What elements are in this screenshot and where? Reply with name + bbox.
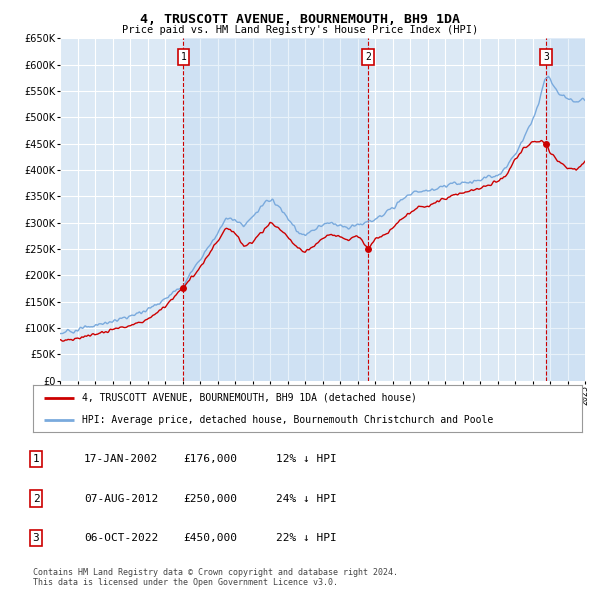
Text: 22% ↓ HPI: 22% ↓ HPI: [276, 533, 337, 543]
Text: 2: 2: [32, 494, 40, 503]
Text: £176,000: £176,000: [183, 454, 237, 464]
Text: 1: 1: [32, 454, 40, 464]
Text: 2: 2: [365, 52, 371, 62]
Text: 12% ↓ HPI: 12% ↓ HPI: [276, 454, 337, 464]
Bar: [184, 38, 368, 381]
Text: 3: 3: [32, 533, 40, 543]
Text: Contains HM Land Registry data © Crown copyright and database right 2024.
This d: Contains HM Land Registry data © Crown c…: [33, 568, 398, 587]
Text: £450,000: £450,000: [183, 533, 237, 543]
Text: 07-AUG-2012: 07-AUG-2012: [84, 494, 158, 503]
Text: 17-JAN-2002: 17-JAN-2002: [84, 454, 158, 464]
Text: 06-OCT-2022: 06-OCT-2022: [84, 533, 158, 543]
Bar: [546, 38, 585, 381]
Text: 4, TRUSCOTT AVENUE, BOURNEMOUTH, BH9 1DA: 4, TRUSCOTT AVENUE, BOURNEMOUTH, BH9 1DA: [140, 13, 460, 26]
Text: 24% ↓ HPI: 24% ↓ HPI: [276, 494, 337, 503]
Text: £250,000: £250,000: [183, 494, 237, 503]
Text: 4, TRUSCOTT AVENUE, BOURNEMOUTH, BH9 1DA (detached house): 4, TRUSCOTT AVENUE, BOURNEMOUTH, BH9 1DA…: [82, 393, 417, 403]
Text: Price paid vs. HM Land Registry's House Price Index (HPI): Price paid vs. HM Land Registry's House …: [122, 25, 478, 35]
Text: 1: 1: [181, 52, 187, 62]
Text: 3: 3: [543, 52, 549, 62]
Text: HPI: Average price, detached house, Bournemouth Christchurch and Poole: HPI: Average price, detached house, Bour…: [82, 415, 494, 425]
